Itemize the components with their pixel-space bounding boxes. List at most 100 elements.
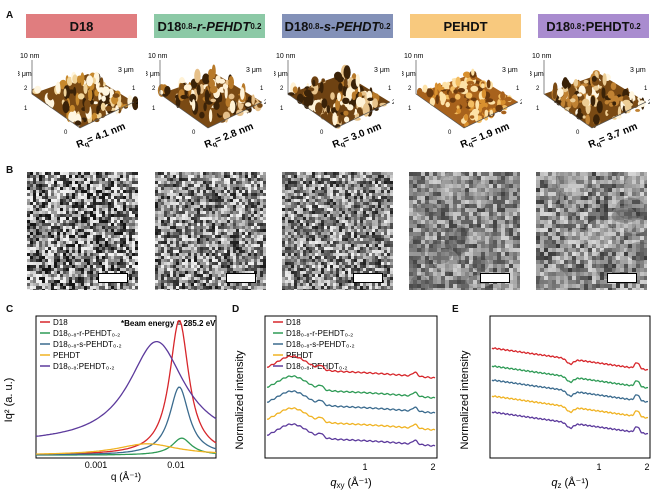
header-d18: D18 bbox=[26, 14, 137, 38]
afm-grain bbox=[624, 100, 632, 114]
afm-grain bbox=[416, 87, 423, 97]
afm-grain bbox=[183, 84, 192, 91]
afm-grain bbox=[332, 112, 338, 126]
afm-grain bbox=[610, 82, 617, 90]
afm-grain bbox=[55, 81, 61, 94]
afm-y-label: 3 μm bbox=[530, 71, 544, 78]
chart-c-ylabel: Iq² (a. u.) bbox=[3, 378, 15, 423]
chart-d: Normalized intensity qxy (Å⁻¹) 1 2 D18 D1… bbox=[234, 315, 438, 490]
afm-tick: 1 bbox=[388, 86, 392, 92]
afm-grain bbox=[88, 88, 93, 102]
afm-grain bbox=[62, 101, 70, 114]
afm-grain bbox=[568, 91, 575, 96]
afm-grain bbox=[448, 90, 453, 100]
afm-grain bbox=[315, 102, 323, 115]
afm-grain bbox=[80, 72, 85, 86]
chart-c-frame bbox=[35, 315, 217, 459]
afm-grain bbox=[568, 107, 576, 114]
afm-grain bbox=[486, 79, 491, 89]
afm-axes bbox=[159, 60, 263, 129]
panel-label-d: D bbox=[232, 304, 240, 315]
chart-e-series-line bbox=[491, 395, 649, 419]
afm-tick: 2 bbox=[648, 100, 650, 106]
afm-tick: 2 bbox=[520, 100, 522, 106]
afm-tick: 2 bbox=[280, 86, 284, 92]
afm-rq-sub: q bbox=[84, 141, 91, 149]
afm-grain bbox=[66, 76, 73, 86]
chart-c-series-line bbox=[36, 386, 217, 456]
afm-grain bbox=[481, 89, 487, 99]
chart-d-xlabel: qxy (Å⁻¹) bbox=[330, 476, 371, 490]
afm-grain bbox=[321, 78, 325, 83]
afm-grain bbox=[441, 107, 447, 112]
afm-tick: 1 bbox=[260, 86, 264, 92]
chart-d-frame bbox=[264, 315, 438, 459]
afm-grain bbox=[465, 92, 473, 99]
header-d18-s-pehdt: D18 0.8 -s-PEHDT 0.2 bbox=[282, 14, 393, 38]
afm-grain bbox=[312, 79, 316, 87]
legend-entry: D18₀.₈:PEHDT₀.₂ bbox=[53, 362, 115, 371]
afm-grain bbox=[203, 102, 207, 112]
afm-grain bbox=[327, 111, 333, 122]
afm-grain bbox=[552, 90, 557, 100]
afm-rq-sub: q bbox=[340, 141, 347, 149]
afm-grain bbox=[228, 76, 234, 89]
afm-panel: 10 nm 3 μm 3 μm 2 1 0 1 2 Rq= 2.8 nm bbox=[146, 53, 266, 151]
afm-tick: 2 bbox=[536, 86, 540, 92]
chart-d-xtick-0: 1 bbox=[362, 462, 367, 472]
legend-entry: D18₀.₈-s-PEHDT₀.₂ bbox=[53, 340, 122, 349]
header-text: D18 bbox=[157, 18, 182, 34]
afm-grain bbox=[479, 99, 486, 104]
afm-grain bbox=[485, 98, 494, 103]
scale-bar bbox=[353, 273, 383, 283]
afm-rq-r: R bbox=[203, 138, 215, 151]
tem-image bbox=[27, 172, 138, 290]
chart-d-series-line bbox=[266, 390, 436, 414]
afm-grain bbox=[455, 76, 461, 87]
panel-label-e: E bbox=[452, 304, 459, 315]
afm-grain bbox=[582, 98, 590, 107]
afm-grain bbox=[615, 115, 622, 119]
afm-tick: 0 bbox=[448, 130, 452, 136]
afm-grain bbox=[55, 94, 62, 103]
afm-rq-r: R bbox=[587, 138, 599, 151]
afm-tick: 1 bbox=[280, 106, 284, 112]
legend-entry: D18 bbox=[53, 318, 68, 327]
afm-y-label: 3 μm bbox=[146, 71, 160, 78]
afm-rq-value: = 3.0 nm bbox=[342, 121, 384, 146]
afm-grain bbox=[222, 111, 231, 120]
afm-grain bbox=[47, 91, 54, 101]
afm-grain bbox=[63, 88, 67, 97]
chart-c-xlabel: q (Å⁻¹) bbox=[111, 470, 141, 483]
chart-e-xlabel: qz (Å⁻¹) bbox=[551, 476, 588, 490]
afm-grain bbox=[98, 112, 102, 118]
afm-tick: 0 bbox=[576, 130, 580, 136]
afm-grain bbox=[34, 85, 42, 94]
afm-grain bbox=[556, 87, 564, 98]
afm-grain bbox=[334, 71, 342, 81]
legend-entry: PEHDT bbox=[286, 351, 313, 360]
header-sub2: 0.2 bbox=[629, 21, 641, 31]
afm-tick: 2 bbox=[408, 86, 412, 92]
afm-grain bbox=[196, 84, 201, 96]
afm-tick: 0 bbox=[320, 130, 324, 136]
afm-grain bbox=[213, 102, 220, 110]
afm-rq-sub: q bbox=[212, 141, 219, 149]
afm-grain bbox=[225, 97, 231, 107]
afm-grain bbox=[625, 102, 633, 107]
afm-grain bbox=[500, 91, 506, 101]
afm-z-label: 10 nm bbox=[404, 53, 424, 60]
afm-rq-sub: q bbox=[596, 141, 603, 149]
afm-grain bbox=[469, 115, 475, 119]
afm-grain bbox=[422, 84, 428, 93]
afm-grain bbox=[379, 102, 387, 107]
panel-label-b: B bbox=[6, 165, 14, 176]
chart-e-xlabel-unit: (Å⁻¹) bbox=[561, 476, 588, 489]
afm-grain bbox=[245, 102, 252, 107]
afm-panel: 10 nm 3 μm 3 μm 2 1 0 1 2 Rq= 3.7 nm bbox=[530, 53, 650, 151]
afm-z-label: 10 nm bbox=[148, 53, 168, 60]
chart-e-series-line bbox=[491, 379, 649, 403]
afm-grain bbox=[83, 83, 88, 94]
afm-grain bbox=[345, 87, 353, 102]
scale-bar bbox=[98, 273, 128, 283]
